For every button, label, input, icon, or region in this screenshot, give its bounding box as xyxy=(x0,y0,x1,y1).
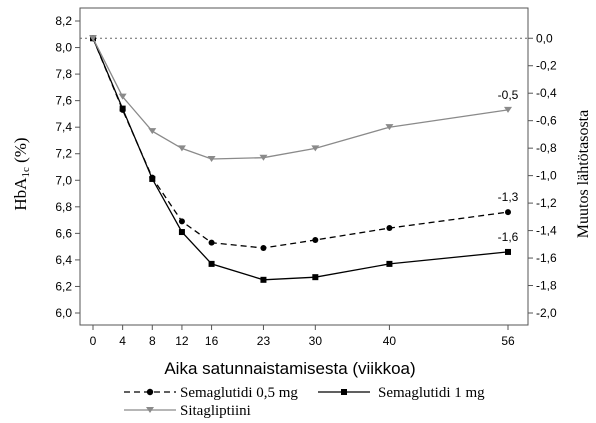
data-point-square xyxy=(505,248,511,255)
data-point-square xyxy=(260,276,267,283)
y-tick-label: 7,4 xyxy=(55,120,72,134)
data-point-circle xyxy=(312,237,319,243)
legend-item-sitagliptiini: Sitagliptiini xyxy=(124,403,251,419)
series-line-0 xyxy=(92,38,509,249)
right-y-axis-title: Muutos lähtötasosta xyxy=(575,110,592,238)
y-axis-ticks: 6,0 6,2 6,4 6,6 6,8 7,0 7,2 7,4 7,6 7,8 8,0 8,2 xyxy=(55,14,80,320)
data-point-triangle xyxy=(207,156,216,163)
legend: Semaglutidi 0,5 mg Semaglutidi 1 mg Sita… xyxy=(124,385,485,419)
data-point-square xyxy=(178,229,185,236)
end-label-0: -1,3 xyxy=(498,190,519,204)
y2-tick-label: -1,0 xyxy=(536,169,557,183)
y-tick-label: 7,0 xyxy=(55,173,72,187)
data-point-triangle xyxy=(148,128,157,135)
y2-tick-label: -1,4 xyxy=(536,224,557,238)
y-tick-label: 7,8 xyxy=(55,67,72,81)
series-lines xyxy=(89,35,512,283)
y2-tick-label: -0,4 xyxy=(536,86,557,100)
data-point-circle xyxy=(208,239,215,246)
plot-area xyxy=(79,7,529,326)
legend-marker-triangle xyxy=(146,407,154,413)
y2-tick-label: -1,2 xyxy=(536,196,557,210)
data-point-square xyxy=(119,105,126,112)
x-tick-label: 0 xyxy=(90,334,97,348)
data-point-triangle xyxy=(259,154,268,161)
y-tick-label: 6,6 xyxy=(55,226,72,240)
legend-item-semaglutidi-05: Semaglutidi 0,5 mg xyxy=(124,385,298,401)
data-point-triangle xyxy=(311,145,320,152)
y-tick-label: 6,4 xyxy=(55,253,72,267)
series-line-1 xyxy=(92,38,509,281)
y-axis-title-main: HbA xyxy=(11,177,30,211)
legend-marker-square xyxy=(341,389,347,395)
data-point-circle xyxy=(386,225,393,232)
y2-tick-label: -0,2 xyxy=(536,59,557,73)
y-tick-label: 8,0 xyxy=(55,41,72,55)
x-axis-ticks: 0 4 8 12 16 23 30 40 56 xyxy=(90,325,515,348)
y-axis-title-unit: (%) xyxy=(11,137,30,167)
legend-item-semaglutidi-1: Semaglutidi 1 mg xyxy=(318,385,485,401)
end-label-1: -1,6 xyxy=(498,230,519,244)
data-point-circle xyxy=(260,244,267,251)
y-tick-label: 7,6 xyxy=(55,94,72,108)
y2-tick-label: -1,6 xyxy=(536,251,557,265)
x-tick-label: 23 xyxy=(257,334,271,348)
right-y-axis-ticks: -2,0 -1,8 -1,6 -1,4 -1,2 -1,0 -0,8 -0,6 -0,4 -0,2… xyxy=(528,31,557,320)
x-tick-label: 8 xyxy=(149,334,156,348)
x-tick-label: 40 xyxy=(383,334,397,348)
data-point-circle xyxy=(178,218,185,225)
data-point-triangle xyxy=(504,106,512,113)
data-point-square xyxy=(149,175,156,182)
legend-label-semaglutidi-1: Semaglutidi 1 mg xyxy=(378,385,485,401)
data-point-circle xyxy=(505,209,511,216)
end-labels: -1,3 -1,6 -0,5 xyxy=(498,88,519,244)
x-tick-label: 30 xyxy=(309,334,323,348)
data-point-triangle xyxy=(89,35,97,42)
y-tick-label: 8,2 xyxy=(55,14,72,28)
data-point-triangle xyxy=(385,124,394,131)
y2-tick-label: -0,8 xyxy=(536,141,557,155)
end-label-2: -0,5 xyxy=(498,88,519,102)
legend-label-sitagliptiini: Sitagliptiini xyxy=(180,403,251,419)
x-tick-label: 12 xyxy=(175,334,189,348)
legend-label-semaglutidi-05: Semaglutidi 0,5 mg xyxy=(180,385,298,401)
series-line-2 xyxy=(92,38,509,160)
plot-frame xyxy=(79,7,529,326)
data-point-square xyxy=(312,274,319,281)
legend-marker-circle xyxy=(146,388,154,396)
data-point-square xyxy=(208,260,215,267)
data-point-triangle xyxy=(118,93,127,100)
y2-tick-label: -2,0 xyxy=(536,306,557,320)
x-tick-label: 56 xyxy=(501,334,515,348)
y-tick-label: 6,8 xyxy=(55,200,72,214)
y-tick-label: 6,0 xyxy=(55,306,72,320)
y2-tick-label: 0,0 xyxy=(536,31,553,45)
y-axis-title-subscript: 1c xyxy=(20,167,32,178)
x-axis-title: Aika satunnaistamisesta (viikkoa) xyxy=(164,359,415,378)
y-tick-label: 6,2 xyxy=(55,279,72,293)
y-axis-title: HbA1c (%) xyxy=(11,137,32,210)
x-tick-label: 4 xyxy=(119,334,126,348)
y-tick-label: 7,2 xyxy=(55,147,72,161)
x-tick-label: 16 xyxy=(205,334,219,348)
y2-tick-label: -0,6 xyxy=(536,114,557,128)
y2-tick-label: -1,8 xyxy=(536,279,557,293)
data-point-triangle xyxy=(177,145,186,152)
data-point-square xyxy=(386,260,393,267)
